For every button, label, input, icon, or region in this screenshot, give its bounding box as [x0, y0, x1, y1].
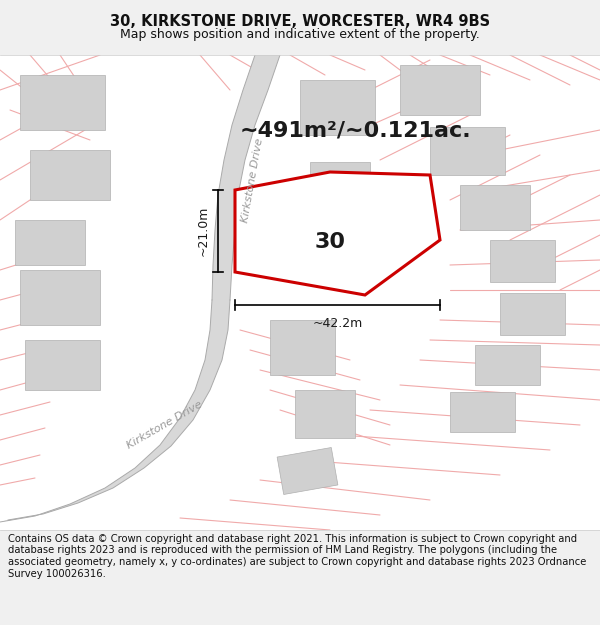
- Text: Map shows position and indicative extent of the property.: Map shows position and indicative extent…: [120, 28, 480, 41]
- Text: 30: 30: [314, 232, 346, 252]
- Polygon shape: [235, 172, 440, 295]
- Text: 30, KIRKSTONE DRIVE, WORCESTER, WR4 9BS: 30, KIRKSTONE DRIVE, WORCESTER, WR4 9BS: [110, 14, 490, 29]
- Bar: [20, 270, 100, 325]
- Bar: [270, 320, 335, 375]
- Text: Kirkstone Drive: Kirkstone Drive: [239, 137, 265, 223]
- Polygon shape: [0, 300, 230, 522]
- Text: ~42.2m: ~42.2m: [313, 317, 362, 330]
- Text: ~21.0m: ~21.0m: [197, 206, 210, 256]
- Bar: [490, 240, 555, 282]
- Bar: [277, 448, 338, 494]
- Bar: [300, 80, 375, 135]
- Bar: [295, 390, 355, 438]
- Bar: [15, 220, 85, 265]
- Polygon shape: [212, 55, 280, 300]
- Text: Contains OS data © Crown copyright and database right 2021. This information is : Contains OS data © Crown copyright and d…: [8, 534, 586, 579]
- Bar: [400, 65, 480, 115]
- Bar: [430, 127, 505, 175]
- Bar: [460, 185, 530, 230]
- Bar: [500, 293, 565, 335]
- Bar: [30, 150, 110, 200]
- Bar: [20, 75, 105, 130]
- Bar: [475, 345, 540, 385]
- Bar: [450, 392, 515, 432]
- Text: ~491m²/~0.121ac.: ~491m²/~0.121ac.: [239, 120, 471, 140]
- Bar: [310, 162, 370, 210]
- Bar: [25, 340, 100, 390]
- Text: Kirkstone Drive: Kirkstone Drive: [125, 399, 205, 451]
